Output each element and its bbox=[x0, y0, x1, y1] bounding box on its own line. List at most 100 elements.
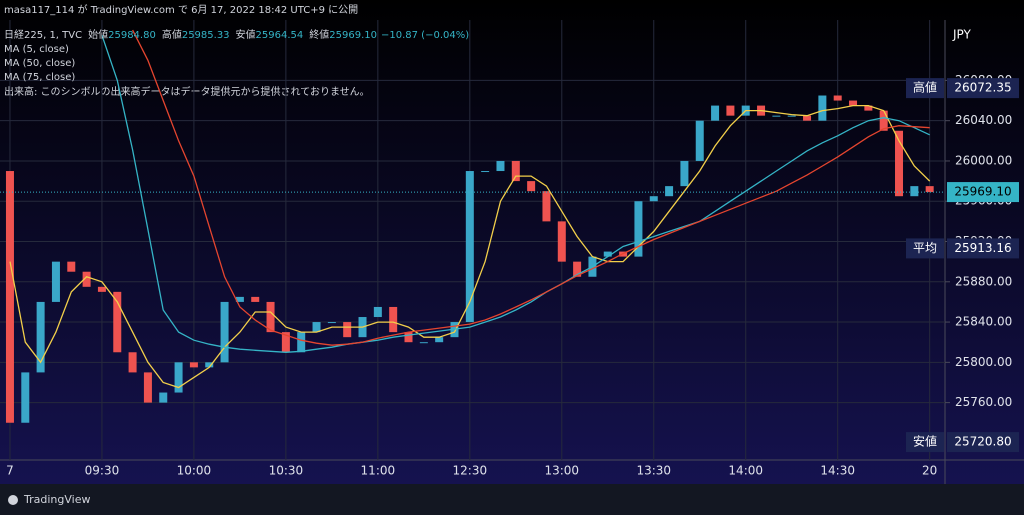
candle bbox=[496, 160, 505, 172]
ma-line bbox=[132, 29, 930, 346]
candle bbox=[603, 251, 612, 257]
candle bbox=[128, 352, 137, 373]
legend-label: 高値 bbox=[162, 28, 182, 41]
candle bbox=[51, 261, 60, 302]
candle bbox=[511, 160, 520, 182]
x-tick-label: 7 bbox=[6, 464, 14, 478]
candle bbox=[833, 95, 842, 101]
candle bbox=[818, 95, 827, 121]
x-tick-label: 12:30 bbox=[453, 464, 488, 478]
ma-line bbox=[101, 34, 930, 353]
candle bbox=[895, 130, 904, 197]
marker-name-box bbox=[906, 238, 944, 259]
candle bbox=[205, 362, 214, 368]
last-price-box bbox=[947, 182, 1019, 203]
candle bbox=[266, 301, 275, 333]
legend-value: 25984.80 bbox=[108, 30, 156, 41]
candle bbox=[36, 301, 45, 373]
candle bbox=[879, 110, 888, 131]
candle bbox=[527, 181, 536, 192]
candle bbox=[281, 332, 290, 353]
legend-entry: MA (75, close) bbox=[4, 72, 75, 83]
header: masa117_114 が TradingView.com で 6月 17, 2… bbox=[4, 3, 358, 16]
x-tick-label: 13:30 bbox=[636, 464, 671, 478]
legend-entry: MA (5, close) bbox=[4, 44, 69, 55]
y-tick-label: 26000.00 bbox=[955, 153, 1012, 167]
candle bbox=[726, 105, 735, 116]
candle bbox=[573, 261, 582, 277]
marker-value: 25913.16 bbox=[954, 241, 1011, 255]
candle bbox=[634, 201, 643, 257]
candle bbox=[557, 221, 566, 262]
legend-entry: MA (50, close) bbox=[4, 58, 75, 69]
candle bbox=[465, 171, 474, 323]
last-price-label: 25969.10 bbox=[954, 185, 1011, 199]
candle bbox=[803, 115, 812, 121]
marker-name: 高値 bbox=[913, 80, 937, 95]
candle bbox=[235, 296, 244, 302]
marker-name: 平均 bbox=[913, 241, 937, 255]
candle bbox=[5, 171, 14, 423]
candle bbox=[404, 332, 413, 343]
x-tick-label: 09:30 bbox=[85, 464, 120, 478]
candle bbox=[649, 196, 658, 202]
candle bbox=[159, 392, 168, 403]
marker-value: 26072.35 bbox=[954, 81, 1011, 95]
candle bbox=[143, 372, 152, 403]
y-tick-label: 25800.00 bbox=[955, 355, 1012, 369]
candle bbox=[389, 306, 398, 333]
footer-bar bbox=[0, 484, 1024, 515]
x-tick-label: 14:30 bbox=[820, 464, 855, 478]
candle bbox=[711, 105, 720, 121]
marker-value-box bbox=[947, 78, 1019, 99]
candle bbox=[82, 271, 91, 287]
x-tick-label: 13:00 bbox=[544, 464, 579, 478]
marker-name: 安値 bbox=[913, 434, 937, 449]
legend: 日経225, 1, TVC 始値25984.80 高値25985.33 安値25964… bbox=[4, 28, 469, 41]
candle bbox=[21, 372, 30, 423]
marker-value-box bbox=[947, 432, 1019, 453]
y-tick-label: 25760.00 bbox=[955, 395, 1012, 409]
candle bbox=[174, 362, 183, 393]
marker-name-box bbox=[906, 78, 944, 99]
marker-name-box bbox=[906, 432, 944, 453]
candle bbox=[787, 115, 796, 117]
volume-note: 出来高: このシンボルの出来高データはデータ提供元から提供されておりません。 bbox=[4, 85, 370, 98]
candle bbox=[665, 186, 674, 197]
candle bbox=[925, 186, 934, 193]
currency: JPY bbox=[952, 28, 972, 42]
legend-value: 25964.54 bbox=[256, 30, 304, 41]
legend-value: 25985.33 bbox=[182, 30, 230, 41]
candle bbox=[373, 306, 382, 318]
candle bbox=[419, 342, 428, 344]
candle bbox=[220, 301, 229, 363]
y-tick-label: 26040.00 bbox=[955, 113, 1012, 127]
candle bbox=[542, 191, 551, 222]
x-tick-label: 10:30 bbox=[269, 464, 304, 478]
candle bbox=[910, 186, 919, 197]
candle bbox=[312, 322, 321, 333]
candle bbox=[695, 120, 704, 161]
ma-line bbox=[9, 104, 931, 389]
candle bbox=[251, 296, 260, 302]
logo-icon bbox=[8, 495, 18, 505]
x-tick-label: 11:00 bbox=[361, 464, 396, 478]
x-tick-label: 10:00 bbox=[177, 464, 212, 478]
candle bbox=[772, 115, 781, 117]
x-tick-label: 14:00 bbox=[728, 464, 763, 478]
legend-label: 終値 bbox=[309, 28, 329, 41]
candle bbox=[113, 291, 122, 353]
marker-value-box bbox=[947, 238, 1019, 259]
candle bbox=[849, 100, 858, 106]
candle bbox=[327, 322, 336, 324]
candle bbox=[864, 105, 873, 111]
candle bbox=[680, 160, 689, 187]
y-tick-label: 25880.00 bbox=[955, 274, 1012, 288]
candle bbox=[67, 261, 76, 272]
legend-change: −10.87 (−0.04%) bbox=[381, 30, 469, 41]
y-tick-label: 25840.00 bbox=[955, 315, 1012, 329]
legend-value: 25969.10 bbox=[329, 30, 377, 41]
candle bbox=[481, 171, 490, 173]
legend-label: 安値 bbox=[236, 28, 256, 41]
